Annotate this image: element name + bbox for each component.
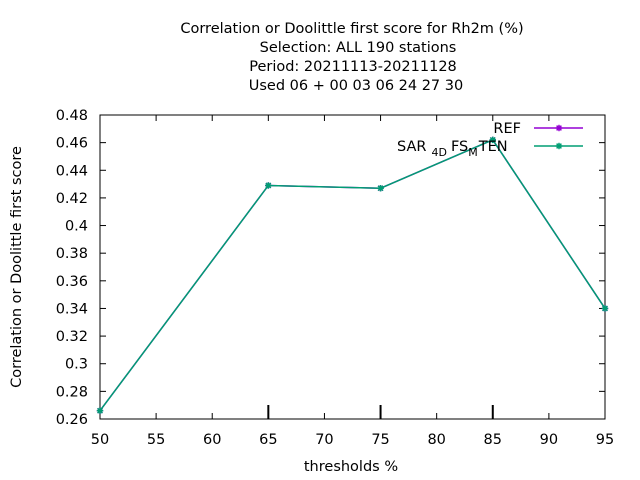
y-tick-label: 0.46: [56, 136, 88, 152]
x-tick-label: 85: [484, 432, 502, 448]
x-tick-label: 70: [315, 432, 333, 448]
legend-label-sar: SAR 4D FSMTEN: [397, 139, 508, 159]
title-line-1: Correlation or Doolittle first score for…: [180, 21, 523, 37]
y-axis-label: Correlation or Doolittle first score: [9, 146, 25, 388]
legend-sar-sub2: M: [468, 146, 478, 159]
title-line-4: Used 06 + 00 03 06 24 27 30: [249, 78, 463, 94]
x-tick-label: 50: [91, 432, 109, 448]
y-tick-label: 0.38: [56, 246, 88, 262]
x-tick-label: 95: [596, 432, 614, 448]
legend-sar-mid: FS: [451, 139, 468, 155]
y-tick-label: 0.42: [56, 191, 88, 207]
legend-sar-sub1: 4D: [431, 146, 446, 159]
y-tick-label: 0.32: [56, 329, 88, 345]
y-tick-label: 0.34: [56, 301, 88, 317]
data-point: [96, 407, 104, 414]
y-tick-label: 0.44: [56, 163, 88, 179]
legend-marker-sar: [555, 142, 563, 150]
data-point: [601, 305, 609, 312]
x-tick-label: 90: [540, 432, 558, 448]
axis-ticks: [99, 114, 606, 420]
series-ref: [96, 136, 609, 414]
y-tick-label: 0.48: [56, 108, 88, 124]
series-sar: [96, 136, 609, 414]
x-tick-label: 55: [147, 432, 165, 448]
series-layer: [96, 136, 609, 414]
y-tick-label: 0.36: [56, 274, 88, 290]
y-tick-label: 0.3: [65, 357, 88, 373]
x-tick-label: 65: [259, 432, 277, 448]
series-line: [99, 138, 606, 412]
y-tick-label: 0.26: [56, 412, 88, 428]
data-point: [265, 182, 272, 189]
chart-title: Correlation or Doolittle first score for…: [180, 21, 523, 94]
x-tick-label: 80: [427, 432, 445, 448]
title-line-2: Selection: ALL 190 stations: [260, 40, 457, 56]
legend-marker-ref: [555, 124, 563, 132]
x-tick-label: 60: [203, 432, 221, 448]
x-tick-label: 75: [371, 432, 389, 448]
x-tick-labels: 50 55 60 65 70 75 80 85 90 95: [91, 432, 614, 448]
legend-label-ref: REF: [493, 121, 521, 137]
plot-frame: [99, 114, 606, 420]
series-line: [99, 138, 606, 412]
y-tick-labels: 0.26 0.28 0.3 0.32 0.34 0.36 0.38 0.4 0.42 0.44 0.…: [56, 108, 88, 428]
y-tick-label: 0.28: [56, 384, 88, 400]
title-line-3: Period: 20211113-20211128: [249, 59, 457, 75]
data-point: [489, 136, 496, 144]
legend: REF SAR 4D FSMTEN: [397, 121, 583, 159]
legend-sar-end: TEN: [478, 139, 508, 155]
legend-sar-main: SAR: [397, 139, 426, 155]
x-axis-label: thresholds %: [304, 459, 398, 475]
data-point: [377, 185, 384, 192]
y-tick-label: 0.4: [65, 219, 88, 235]
